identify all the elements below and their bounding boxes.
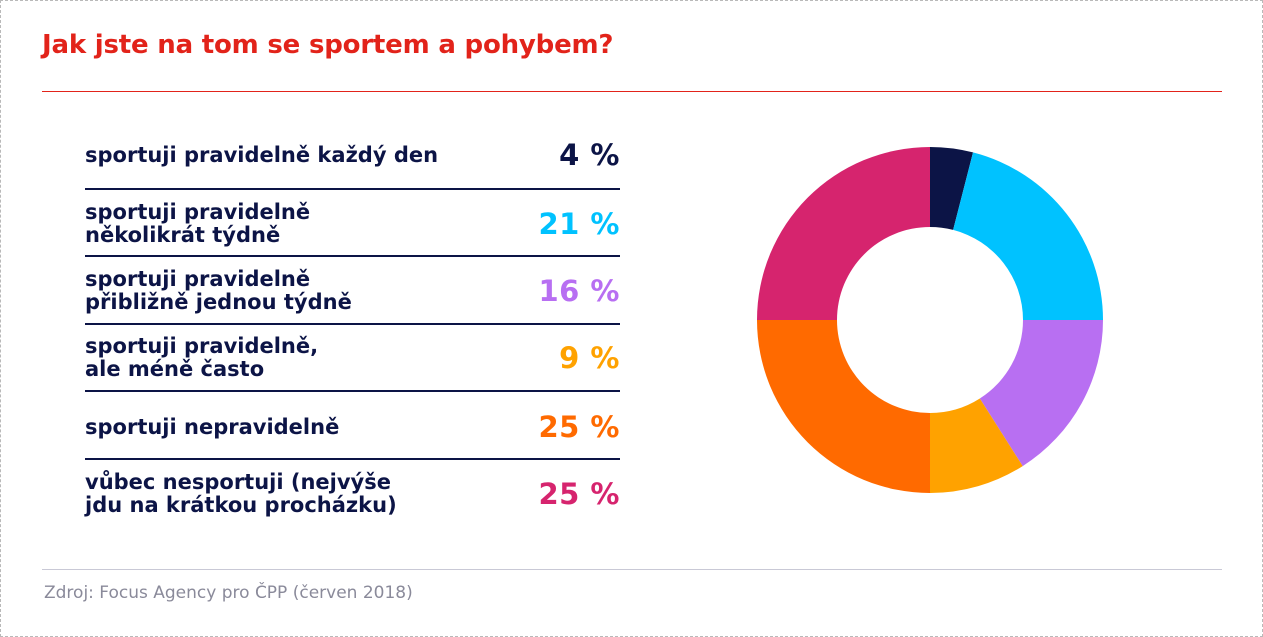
legend-row: sportuji pravidelně několikrát týdně 21 … [85, 196, 620, 252]
donut-slice-4 [757, 320, 930, 493]
legend-value: 16 % [538, 274, 620, 308]
legend-row: sportuji pravidelně přibližně jednou týd… [85, 262, 620, 320]
donut-slice-5 [757, 147, 930, 320]
donut-slice-2 [979, 320, 1103, 467]
legend-label: sportuji pravidelně přibližně jednou týd… [85, 267, 352, 314]
source-divider [42, 569, 1222, 570]
row-divider [85, 255, 620, 257]
legend-value: 9 % [559, 341, 620, 375]
legend-value: 25 % [538, 410, 620, 444]
legend-value: 21 % [538, 207, 620, 241]
legend-label: sportuji nepravidelně [85, 414, 340, 439]
legend-label: sportuji pravidelně několikrát týdně [85, 200, 311, 247]
row-divider [85, 390, 620, 392]
legend-label: sportuji pravidelně každý den [85, 142, 439, 167]
donut-slice-0 [930, 147, 974, 230]
row-divider [85, 458, 620, 460]
legend-value: 4 % [559, 138, 620, 172]
legend-row: sportuji pravidelně, ale méně často 9 % [85, 329, 620, 387]
source-note: Zdroj: Focus Agency pro ČPP (červen 2018… [44, 583, 413, 603]
title-divider [42, 91, 1222, 92]
donut-slice-1 [953, 152, 1103, 320]
legend-row: sportuji pravidelně každý den 4 % [85, 134, 620, 176]
legend-row: vůbec nesportuji (nejvýše jdu na krátkou… [85, 464, 620, 524]
legend-value: 25 % [538, 477, 620, 511]
legend-row: sportuji nepravidelně 25 % [85, 402, 620, 452]
row-divider [85, 188, 620, 190]
legend-label: sportuji pravidelně, ale méně často [85, 334, 319, 381]
legend-label: vůbec nesportuji (nejvýše jdu na krátkou… [85, 470, 397, 517]
chart-title: Jak jste na tom se sportem a pohybem? [42, 30, 614, 60]
donut-chart [757, 147, 1103, 493]
row-divider [85, 323, 620, 325]
donut-slice-3 [930, 398, 1023, 493]
